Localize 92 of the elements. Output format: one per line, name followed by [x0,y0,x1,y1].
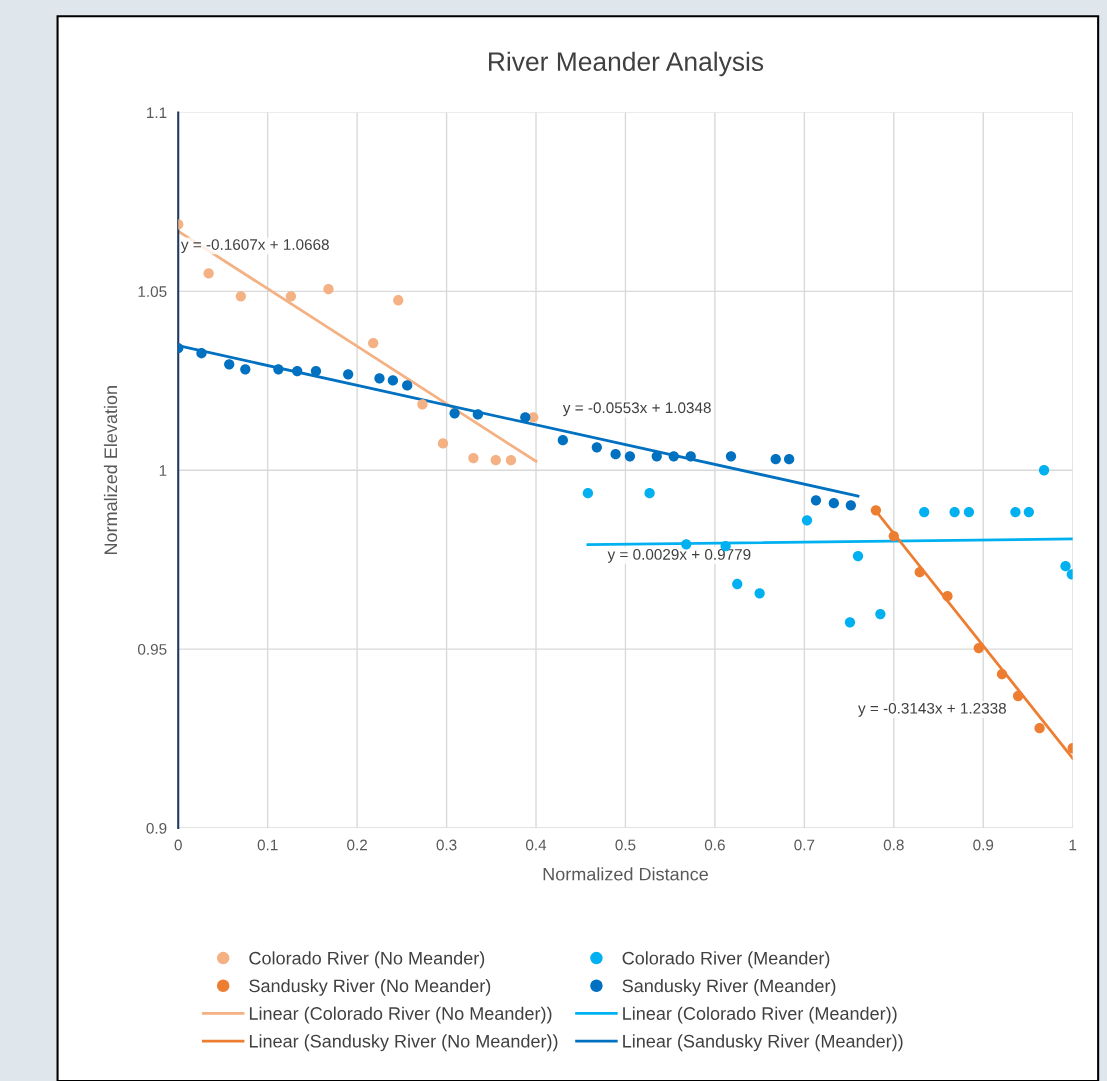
point [844,617,856,628]
x-tick-label: 0.2 [347,839,367,851]
point [520,412,531,423]
point [387,375,399,386]
x-tick-label: 0.8 [883,839,904,851]
x-tick-label: 0.9 [973,839,994,851]
point [374,373,385,384]
x-tick-label: 1 [1069,839,1077,851]
point [1012,690,1024,702]
point [417,399,428,410]
point [942,591,953,602]
point [681,539,692,550]
point [668,451,679,462]
point [1010,506,1021,518]
point [852,550,864,562]
point [273,364,284,375]
x-tick-label: 0.6 [704,839,725,851]
point [292,365,303,377]
point [801,515,813,526]
point [888,530,899,542]
point [828,498,840,509]
annotation: y = -0.1607x + 1.0668 [180,239,329,253]
point [754,588,765,599]
point [449,408,460,419]
point [1023,506,1034,518]
chart-title: River Meander Analysis [489,51,764,77]
x-tick-label: 0.7 [794,839,815,851]
point [973,642,984,654]
legend-label: Colorado River (Meander) [622,951,830,969]
point [1060,560,1071,572]
point [732,578,743,590]
point [285,291,297,302]
point [914,567,925,578]
y-tick-label: 1 [159,465,167,476]
point [402,380,413,391]
x-tick-label: 0.3 [436,839,457,851]
annotation: y = -0.0553x + 1.0348 [562,402,711,417]
point [963,506,975,518]
legend-label: Colorado River (No Meander) [249,951,485,969]
point [725,451,737,462]
point [949,506,960,518]
point [651,451,662,462]
y-tick-label: 1.1 [147,107,167,118]
x-tick-label: 0 [174,839,182,851]
point [870,505,882,516]
legend-label: Linear (Sandusky River (Meander)) [623,1034,903,1052]
point [624,451,636,462]
point [468,452,479,464]
point [1038,465,1050,476]
y-tick-label: 0.9 [146,822,167,834]
annotation: y = -0.3143x + 1.2338 [858,702,1006,717]
y-tick-label: 1.05 [138,286,167,298]
x-tick-label: 0.5 [615,839,636,851]
y-tick-label: 0.95 [137,644,167,655]
point [996,669,1008,680]
point [505,455,517,466]
y-axis-title: Normalized Elevation [103,386,118,555]
point [323,284,334,295]
legend-label: Linear (Colorado River (Meander)) [623,1006,897,1024]
point [783,453,795,465]
point [235,291,246,302]
point [591,442,602,453]
legend-label: Linear (Colorado River (No Meander)) [249,1006,552,1024]
point [610,448,621,460]
annotation: y = 0.0029x + 0.9779 [607,549,751,563]
point [368,338,379,349]
point [845,500,857,511]
point [685,451,696,462]
point [196,348,207,359]
point [393,295,404,306]
point [810,495,822,506]
legend-label: Sandusky River (No Meander) [249,978,491,996]
point [343,369,354,380]
point [557,435,568,446]
point [770,453,781,465]
point [472,409,484,420]
point [240,364,251,375]
point [310,365,322,377]
point [919,506,930,518]
point [437,438,449,449]
point [490,455,501,466]
point [582,487,594,499]
legend-label: Linear (Sandusky River (No Meander)) [249,1034,558,1052]
point [224,359,235,370]
x-axis-title: Normalized Distance [543,867,708,881]
point [1034,723,1045,734]
point [875,608,886,620]
point [203,268,214,279]
legend-label: Sandusky River (Meander) [622,978,836,996]
x-tick-label: 0.4 [525,839,547,851]
x-tick-label: 0.1 [257,839,278,851]
point [644,487,655,499]
